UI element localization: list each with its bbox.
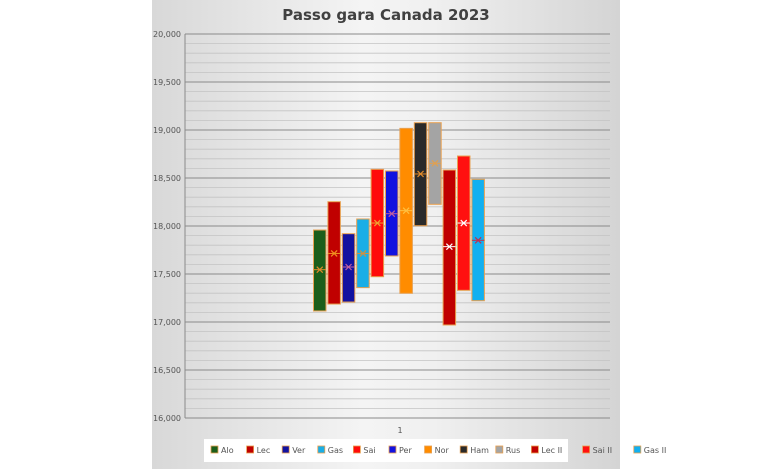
mean-marker (457, 219, 470, 227)
mean-marker (313, 266, 326, 274)
mean-x-mark (417, 170, 424, 178)
legend-swatch (352, 445, 361, 454)
legend-label: Sai II (593, 446, 612, 455)
mean-marker (443, 243, 456, 251)
legend-item: Ham (459, 445, 489, 455)
legend-label: Alo (221, 446, 234, 455)
mean-x-mark (445, 243, 453, 251)
legend-swatch (459, 445, 468, 454)
mean-x-mark (345, 263, 352, 271)
mean-x-mark (316, 266, 324, 274)
y-tick-label: 20,000 (153, 30, 181, 39)
mean-x-mark (373, 219, 381, 227)
legend-label: Ham (470, 446, 489, 455)
legend-item: Sai II (582, 445, 612, 455)
mean-marker (399, 207, 413, 215)
legend: Alo Lec Ver Gas Sai Per Nor Ham Rus Lec II Sai II G… (204, 439, 666, 462)
mean-x-mark (330, 250, 338, 257)
y-tick-label: 17,000 (153, 318, 181, 327)
mean-x-mark (474, 236, 482, 244)
y-tick-label: 19,000 (153, 126, 181, 135)
bar-ver (341, 233, 356, 303)
mean-x-mark (388, 210, 396, 218)
legend-swatch (388, 445, 397, 454)
legend-swatch (210, 445, 219, 454)
legend-item: Gas (317, 445, 343, 455)
y-tick-label: 18,500 (153, 174, 181, 183)
y-tick-label: 16,000 (153, 414, 181, 423)
y-tick-label: 16,500 (153, 366, 181, 375)
mean-x-mark (460, 219, 468, 227)
legend-item: Ver (281, 445, 306, 455)
mean-marker (356, 250, 370, 257)
legend-swatch (317, 445, 326, 454)
mean-marker (428, 159, 442, 167)
legend-item: Per (388, 445, 412, 455)
x-tick-label: 1 (397, 426, 402, 435)
legend-label: Sai (363, 446, 375, 455)
legend-swatch (531, 445, 539, 454)
legend-swatch (281, 445, 290, 454)
legend-label: Per (399, 446, 412, 455)
legend-label: Ver (292, 446, 306, 455)
legend-label: Lec II (541, 446, 562, 455)
legend-label: Gas (328, 446, 343, 455)
mean-marker (471, 236, 485, 244)
y-tick-label: 19,500 (153, 78, 181, 87)
legend-box (204, 439, 568, 462)
mean-marker (414, 170, 427, 178)
mean-marker (327, 250, 341, 257)
y-tick-label: 17,500 (153, 270, 181, 279)
legend-swatch (495, 445, 504, 454)
y-tick-label: 18,000 (153, 222, 181, 231)
mean-marker (342, 263, 355, 271)
chart-title: Passo gara Canada 2023 (282, 6, 490, 24)
mean-marker (385, 210, 398, 218)
legend-swatch (582, 445, 590, 454)
mean-x-mark (359, 250, 367, 257)
legend-label: Lec (257, 446, 271, 455)
legend-item: Sai (352, 445, 376, 455)
legend-item: Rus (495, 445, 520, 455)
legend-item: Nor (424, 445, 450, 455)
mean-x-mark (402, 207, 410, 215)
legend-swatch (424, 445, 433, 454)
legend-item: Gas II (633, 445, 667, 455)
legend-label: Gas II (644, 446, 667, 455)
bar-lec-ii (442, 169, 457, 326)
legend-swatch (633, 445, 642, 454)
mean-x-mark (431, 159, 439, 167)
legend-item: Lec II (531, 445, 562, 455)
legend-label: Rus (506, 446, 520, 455)
legend-swatch (246, 445, 255, 454)
legend-item: Alo (210, 445, 234, 455)
mean-marker (371, 219, 384, 227)
legend-item: Lec (246, 445, 271, 455)
legend-label: Nor (435, 446, 450, 455)
